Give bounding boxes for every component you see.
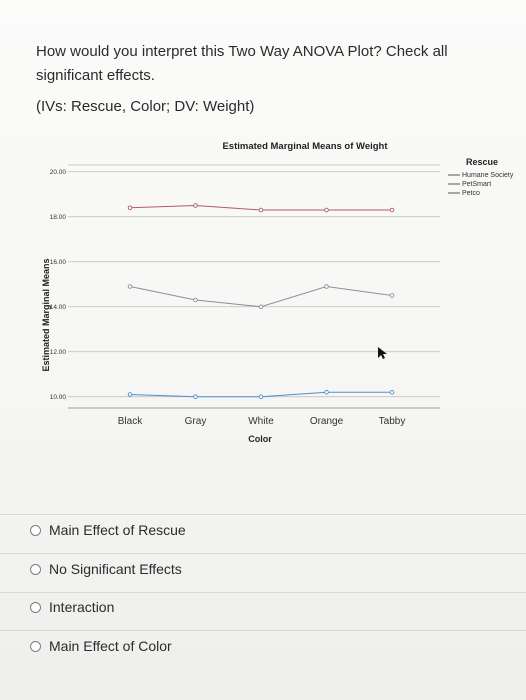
data-point: [127, 392, 133, 397]
x-tick-label: White: [248, 416, 274, 427]
radio-button[interactable]: [30, 563, 41, 575]
y-tick-label: 14.00: [50, 304, 67, 311]
divider: [0, 514, 526, 515]
option-main-effect-color[interactable]: Main Effect of Color: [30, 638, 172, 654]
data-point: [127, 284, 133, 289]
x-tick-label: Tabby: [379, 416, 406, 427]
chart-title: Estimated Marginal Means of Weight: [222, 141, 388, 152]
radio-button[interactable]: [30, 524, 41, 536]
divider: [0, 630, 526, 631]
option-label: Interaction: [49, 599, 115, 615]
data-point: [324, 284, 329, 289]
chart-series: [127, 203, 395, 400]
y-axis-label: Estimated Marginal Means: [41, 258, 51, 371]
chart-legend: Rescue Humane Society PetSmart Petco: [448, 157, 514, 197]
data-point: [324, 390, 329, 395]
legend-item: Petco: [462, 190, 480, 197]
option-label: Main Effect of Color: [49, 638, 172, 654]
x-axis-label: Color: [248, 434, 272, 444]
x-tick-label: Orange: [310, 416, 344, 427]
legend-item: Humane Society: [462, 172, 514, 179]
data-point: [127, 205, 133, 210]
question-variables: (IVs: Rescue, Color; DV: Weight): [36, 98, 255, 115]
legend-item: PetSmart: [462, 181, 491, 188]
data-point: [258, 207, 264, 213]
data-point: [193, 297, 198, 303]
data-point: [389, 293, 395, 298]
option-interaction[interactable]: Interaction: [30, 599, 114, 615]
option-label: Main Effect of Rescue: [49, 522, 186, 538]
y-tick-label: 20.00: [50, 169, 67, 176]
data-point: [258, 304, 264, 309]
x-tick-label: Gray: [185, 416, 207, 427]
option-main-effect-rescue[interactable]: Main Effect of Rescue: [30, 522, 186, 538]
data-point: [389, 390, 395, 395]
y-tick-label: 12.00: [50, 349, 67, 356]
option-no-significant-effects[interactable]: No Significant Effects: [30, 561, 182, 577]
radio-button[interactable]: [30, 640, 41, 652]
data-point: [193, 394, 198, 400]
radio-button[interactable]: [30, 601, 41, 613]
x-tick-label: Black: [118, 416, 143, 427]
option-label: No Significant Effects: [49, 561, 182, 577]
x-tick-labels: Black Gray White Orange Tabby: [118, 416, 406, 427]
divider: [0, 592, 526, 593]
data-point: [258, 394, 264, 400]
y-tick-label: 10.00: [50, 394, 67, 401]
chart-grid: [68, 164, 440, 409]
y-tick-label: 18.00: [50, 214, 67, 221]
divider: [0, 553, 526, 554]
y-tick-label: 16.00: [50, 259, 67, 266]
mouse-cursor-icon: [378, 347, 387, 359]
series-line: [129, 285, 393, 308]
data-point: [324, 207, 329, 213]
data-point: [193, 203, 198, 208]
question-text: How would you interpret this Two Way ANO…: [36, 43, 448, 84]
anova-chart: Estimated Marginal Means of Weight 10.00…: [0, 130, 526, 460]
legend-title: Rescue: [466, 157, 498, 167]
y-tick-labels: 10.00 12.00 14.00 16.00 18.00 20.00: [50, 169, 67, 401]
chart-svg: Estimated Marginal Means of Weight 10.00…: [41, 141, 514, 444]
data-point: [389, 207, 395, 213]
